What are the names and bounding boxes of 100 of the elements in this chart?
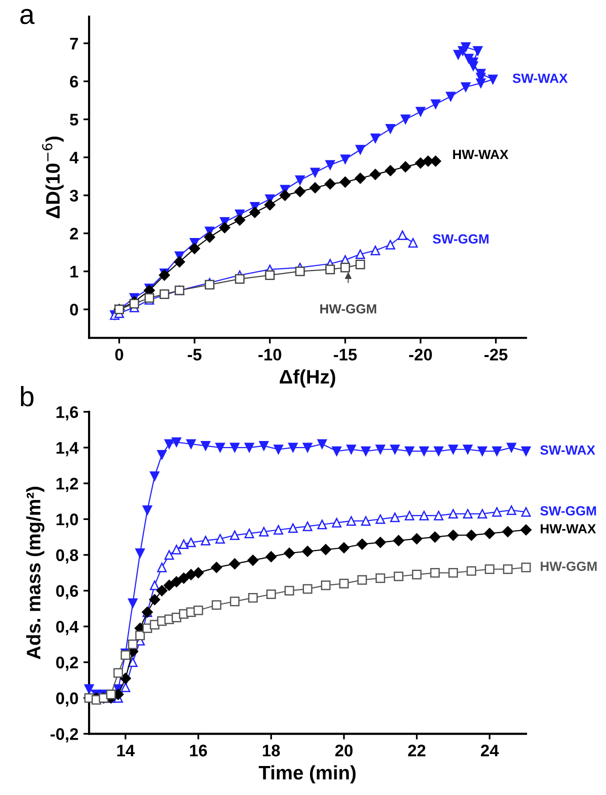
point xyxy=(374,536,386,548)
x-axis-title: Δf(Hz) xyxy=(280,369,336,388)
point xyxy=(429,531,441,543)
point xyxy=(178,572,190,584)
point xyxy=(295,175,305,185)
point xyxy=(370,168,381,180)
point xyxy=(419,446,429,456)
point xyxy=(394,572,404,582)
point xyxy=(502,526,514,538)
point xyxy=(370,246,380,256)
point xyxy=(194,606,204,616)
point xyxy=(128,657,138,668)
y-tick-label: -0,2 xyxy=(50,728,78,742)
series-label: SW-WAX xyxy=(512,74,568,83)
point xyxy=(430,156,442,167)
point xyxy=(448,568,458,578)
x-tick-label: 20 xyxy=(335,744,353,756)
point xyxy=(212,600,222,610)
point xyxy=(354,172,366,184)
series-label: SW-GGM xyxy=(432,234,488,244)
point xyxy=(340,262,350,272)
point xyxy=(219,222,230,234)
point xyxy=(325,160,335,170)
point xyxy=(317,520,327,530)
point xyxy=(325,264,335,274)
point xyxy=(370,134,380,144)
point xyxy=(288,523,298,533)
point xyxy=(204,232,216,243)
series-label: HW-GGM xyxy=(540,562,597,571)
series-label: HW-WAX xyxy=(453,150,508,159)
point xyxy=(156,585,168,596)
y-tick-label: 4 xyxy=(70,152,79,164)
point xyxy=(210,562,222,573)
point xyxy=(120,682,130,692)
point xyxy=(400,114,410,124)
point xyxy=(302,442,312,452)
text: HW-GGM xyxy=(320,304,376,314)
point xyxy=(503,564,513,574)
point xyxy=(338,542,350,554)
point xyxy=(448,530,459,541)
point xyxy=(284,548,295,559)
x-tick-label: 16 xyxy=(190,744,207,756)
point xyxy=(324,178,336,190)
point xyxy=(448,508,458,519)
point xyxy=(128,640,138,650)
y-tick-label: 1,2 xyxy=(56,478,78,492)
x-axis-title: Time (min) xyxy=(258,765,356,784)
point xyxy=(408,238,418,248)
point xyxy=(234,274,245,284)
point xyxy=(484,528,496,539)
point xyxy=(164,580,175,591)
point xyxy=(157,450,167,460)
point xyxy=(302,522,312,532)
point xyxy=(164,550,174,560)
point xyxy=(390,444,400,454)
point xyxy=(310,182,321,194)
point xyxy=(466,530,477,541)
point xyxy=(419,510,429,520)
point xyxy=(204,280,214,290)
point xyxy=(294,186,306,198)
point xyxy=(135,630,145,640)
point xyxy=(506,505,516,515)
point xyxy=(135,548,145,558)
point xyxy=(376,444,386,454)
y-tick-label: 0,6 xyxy=(56,585,78,600)
point xyxy=(249,206,260,218)
point xyxy=(279,190,290,201)
point xyxy=(430,568,440,578)
point xyxy=(453,50,463,60)
point xyxy=(492,507,502,517)
point xyxy=(340,176,351,188)
x-tick-label: 24 xyxy=(480,744,499,756)
point xyxy=(466,566,476,576)
point xyxy=(434,446,444,456)
point xyxy=(404,510,414,520)
point xyxy=(172,437,182,448)
chart-title: b xyxy=(20,386,34,406)
point xyxy=(506,442,516,452)
point xyxy=(462,444,473,454)
point xyxy=(274,525,284,535)
point xyxy=(416,106,426,117)
x-tick-label: 18 xyxy=(262,744,280,756)
y-tick-label: 0,2 xyxy=(56,656,78,671)
point xyxy=(355,260,366,270)
series-label: HW-WAX xyxy=(540,524,596,534)
point xyxy=(473,46,483,56)
point xyxy=(484,564,494,574)
point xyxy=(404,446,414,456)
point xyxy=(346,444,356,454)
point xyxy=(415,157,426,169)
point xyxy=(288,442,298,452)
point xyxy=(264,199,276,210)
point xyxy=(230,596,240,606)
point xyxy=(164,439,174,449)
point xyxy=(390,512,400,522)
point xyxy=(448,444,458,454)
series-label: SW-GGM xyxy=(540,506,596,516)
y-tick-label: 6 xyxy=(70,76,78,88)
point xyxy=(274,444,284,454)
y-tick-label: 1 xyxy=(70,266,78,278)
